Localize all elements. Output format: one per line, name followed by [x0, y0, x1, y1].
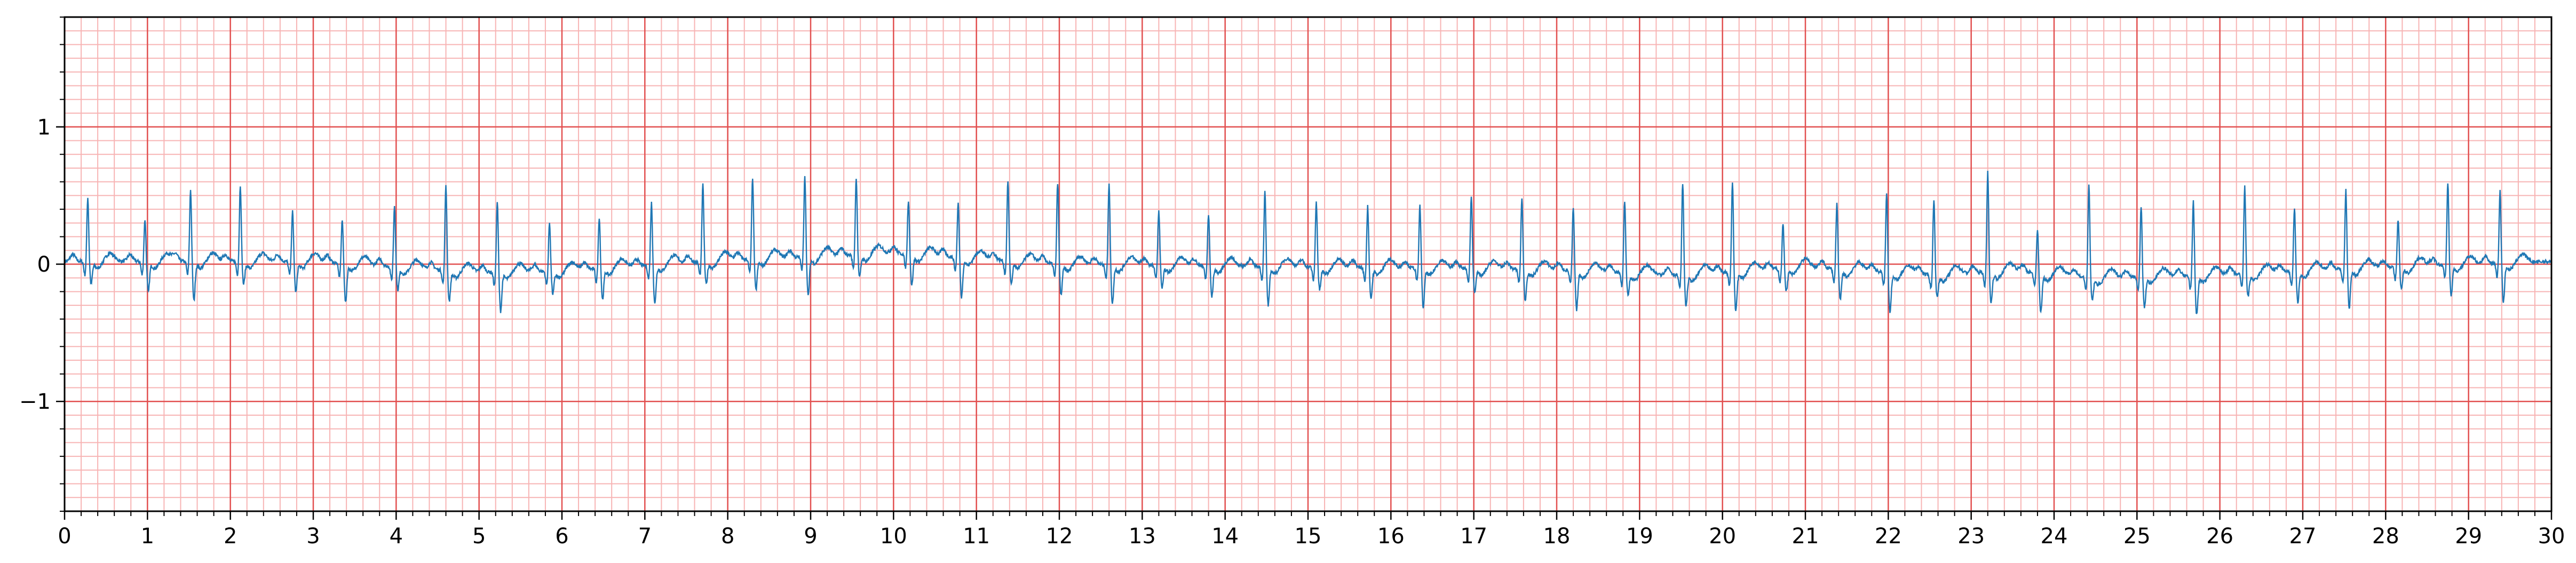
- y-axis: −1 0 1: [19, 17, 65, 512]
- x-tick-label: 17: [1460, 524, 1487, 549]
- x-tick-label: 30: [2538, 524, 2565, 549]
- x-tick-label: 12: [1046, 524, 1073, 549]
- y-tick-label: −1: [19, 390, 51, 414]
- ecg-series-line: [65, 170, 2551, 314]
- x-tick-label: 26: [2206, 524, 2233, 549]
- x-tick-label: 1: [141, 524, 154, 549]
- plot-area: 0 1 2 3 4 5 6 7 8 9 10 11 12 13 14 15 16 17 18 19 20 21 22 23 24…: [19, 16, 2565, 549]
- x-tick-label: 11: [963, 524, 990, 549]
- x-tick-label: 21: [1792, 524, 1819, 549]
- x-tick-label: 23: [1957, 524, 1985, 549]
- x-tick-label: 15: [1295, 524, 1322, 549]
- x-tick-label: 7: [638, 524, 652, 549]
- x-tick-label: 22: [1875, 524, 1902, 549]
- y-tick-label: 1: [37, 115, 51, 140]
- x-tick-label: 29: [2455, 524, 2482, 549]
- x-tick-label: 2: [224, 524, 237, 549]
- x-tick-label: 27: [2289, 524, 2317, 549]
- x-tick-label: 20: [1709, 524, 1736, 549]
- x-tick-label: 3: [306, 524, 320, 549]
- x-tick-label: 9: [804, 524, 817, 549]
- x-tick-label: 5: [472, 524, 486, 549]
- x-tick-label: 6: [555, 524, 568, 549]
- y-tick-label: 0: [37, 252, 51, 277]
- x-tick-label: 28: [2372, 524, 2399, 549]
- x-tick-label: 19: [1626, 524, 1653, 549]
- x-tick-label: 25: [2123, 524, 2151, 549]
- x-tick-label: 16: [1377, 524, 1405, 549]
- x-tick-label: 0: [58, 524, 71, 549]
- x-tick-label: 10: [880, 524, 907, 549]
- x-axis: 0 1 2 3 4 5 6 7 8 9 10 11 12 13 14 15 16 17 18 19 20 21 22 23 24…: [58, 511, 2565, 549]
- x-tick-label: 24: [2041, 524, 2068, 549]
- x-tick-label: 13: [1129, 524, 1156, 549]
- x-tick-label: 8: [721, 524, 734, 549]
- x-tick-label: 18: [1543, 524, 1571, 549]
- x-tick-label: 14: [1211, 524, 1239, 549]
- x-tick-label: 4: [390, 524, 403, 549]
